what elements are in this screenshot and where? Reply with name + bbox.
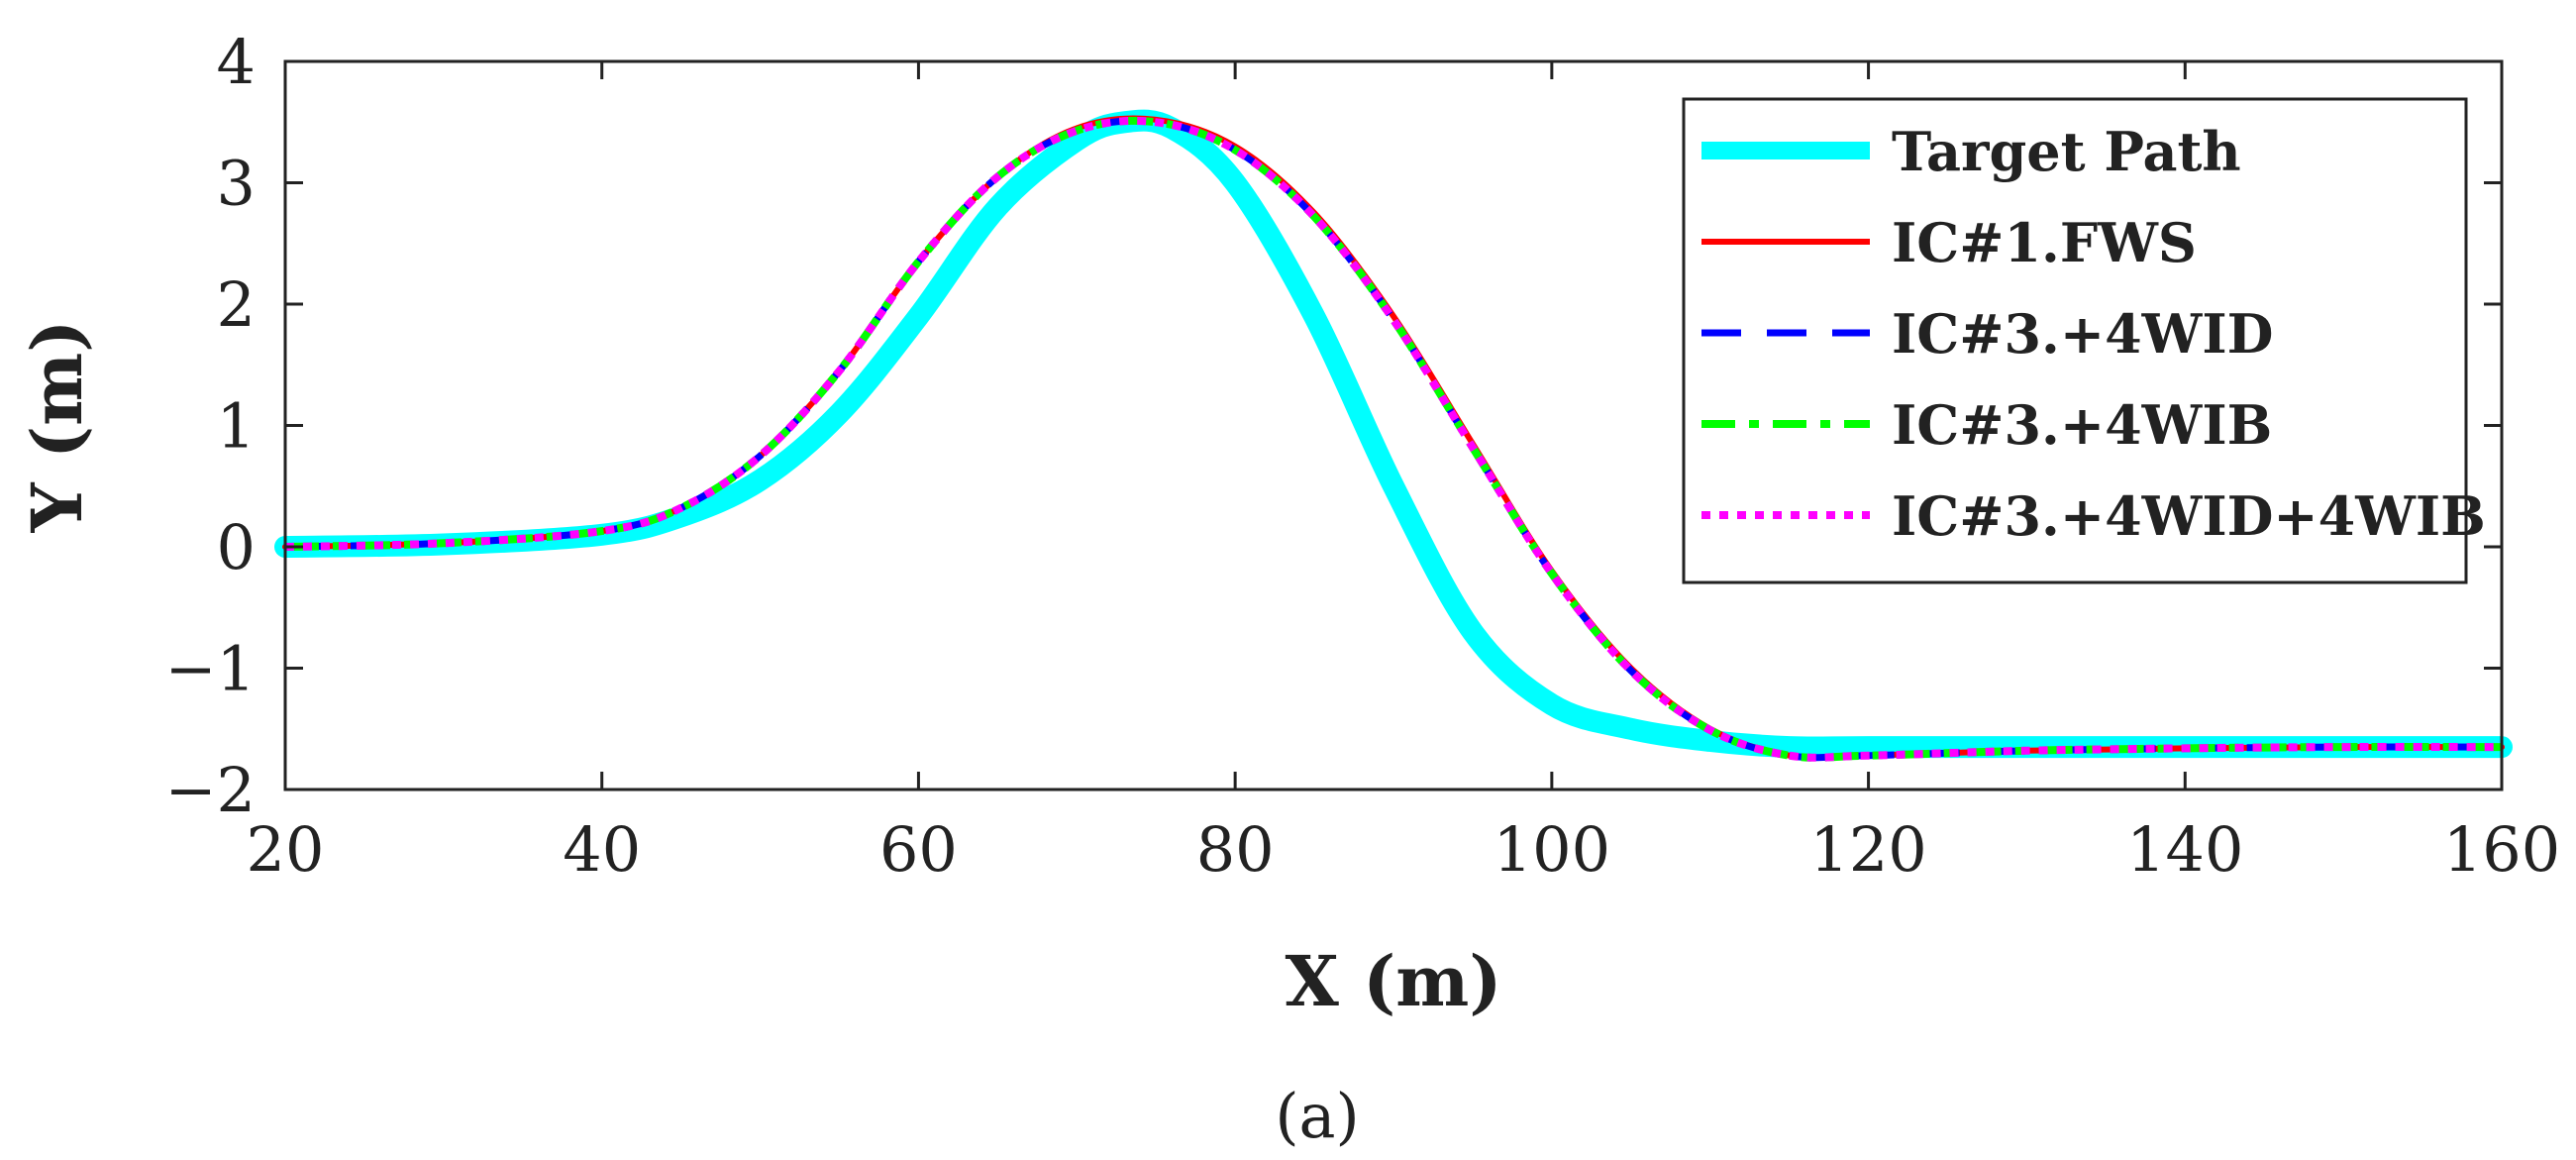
- plot-frame: [283, 59, 2504, 791]
- x-tick-label: 160: [2443, 813, 2560, 886]
- legend-label-ic-3-4wib: IC#3.+4WIB: [1892, 393, 2272, 457]
- x-axis-title: X (m): [1286, 940, 1502, 1022]
- x-tick-label: 140: [2126, 813, 2243, 886]
- legend: Target Path IC#1.FWS IC#3.+4WID IC#3.+4WIB I…: [1682, 97, 2486, 584]
- y-tick-label: 1: [217, 390, 256, 463]
- series-line-ic-3-4wid-4wib: [284, 116, 2503, 762]
- y-tick-label: −2: [165, 754, 256, 826]
- legend-label-ic-3-4wid-4wib: IC#3.+4WID+4WIB: [1892, 484, 2486, 548]
- y-axis-title: Y (m): [16, 320, 98, 534]
- y-tick-label: 2: [217, 268, 256, 341]
- x-tick-label: 40: [563, 813, 641, 886]
- x-tick-label: 60: [879, 813, 958, 886]
- x-tick-label: 20: [247, 813, 325, 886]
- y-tick-label: 3: [217, 148, 256, 220]
- series-layer: [274, 109, 2513, 762]
- legend-box: [1682, 97, 2468, 584]
- legend-items: Target Path IC#1.FWS IC#3.+4WID IC#3.+4WIB I…: [1701, 120, 2486, 548]
- legend-label-ic-1-fws: IC#1.FWS: [1892, 211, 2197, 274]
- legend-label-target-path: Target Path: [1892, 120, 2241, 183]
- x-tick-label: 120: [1809, 813, 1926, 886]
- y-tick-label: 4: [217, 26, 256, 98]
- series-line-target-path: [274, 109, 2513, 759]
- x-tick-label: 100: [1494, 813, 1610, 886]
- x-tick-label: 80: [1196, 813, 1275, 886]
- tick-layer: 20 40 60 80 100 120 140 160 −2 −1 0 1 2 3 4: [165, 26, 2561, 886]
- panel-label: (a): [1275, 1080, 1359, 1152]
- legend-label-ic-3-4wid: IC#3.+4WID: [1892, 302, 2273, 366]
- y-tick-label: 0: [217, 511, 256, 583]
- y-tick-label: −1: [165, 633, 256, 705]
